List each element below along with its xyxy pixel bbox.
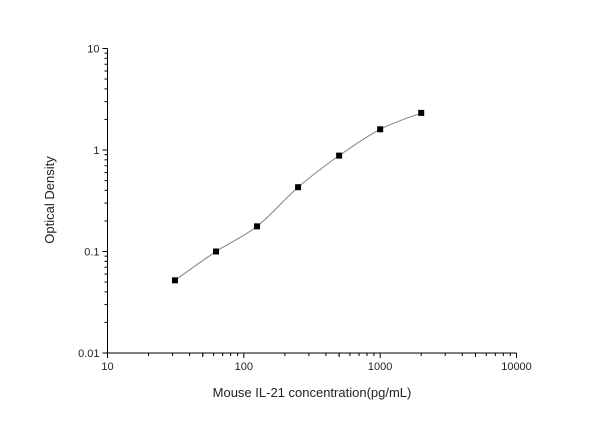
x-tick-label: 1000 xyxy=(368,361,392,373)
fit-curve xyxy=(174,112,422,281)
data-point xyxy=(295,184,302,191)
y-tick-label: 1 xyxy=(93,145,99,157)
x-tick-label: 10000 xyxy=(501,361,532,373)
y-tick-label: 0.1 xyxy=(84,247,99,259)
x-tick-labels: 10 100 1000 10000 xyxy=(101,361,531,373)
x-tick-label: 100 xyxy=(235,361,253,373)
data-point xyxy=(254,223,261,230)
y-tick-label: 10 xyxy=(87,44,99,56)
data-point xyxy=(336,152,343,159)
data-point xyxy=(377,126,384,133)
x-tick-label: 10 xyxy=(101,361,113,373)
y-tick-labels: 0.01 0.1 1 10 xyxy=(78,44,99,361)
data-point xyxy=(418,109,425,116)
x-axis-label: Mouse IL-21 concentration(pg/mL) xyxy=(213,385,412,400)
y-axis-label: Optical Density xyxy=(42,156,57,244)
data-points xyxy=(171,109,425,284)
data-point xyxy=(213,248,220,255)
axes xyxy=(102,48,517,358)
y-tick-label: 0.01 xyxy=(78,348,99,360)
data-point xyxy=(171,277,178,284)
